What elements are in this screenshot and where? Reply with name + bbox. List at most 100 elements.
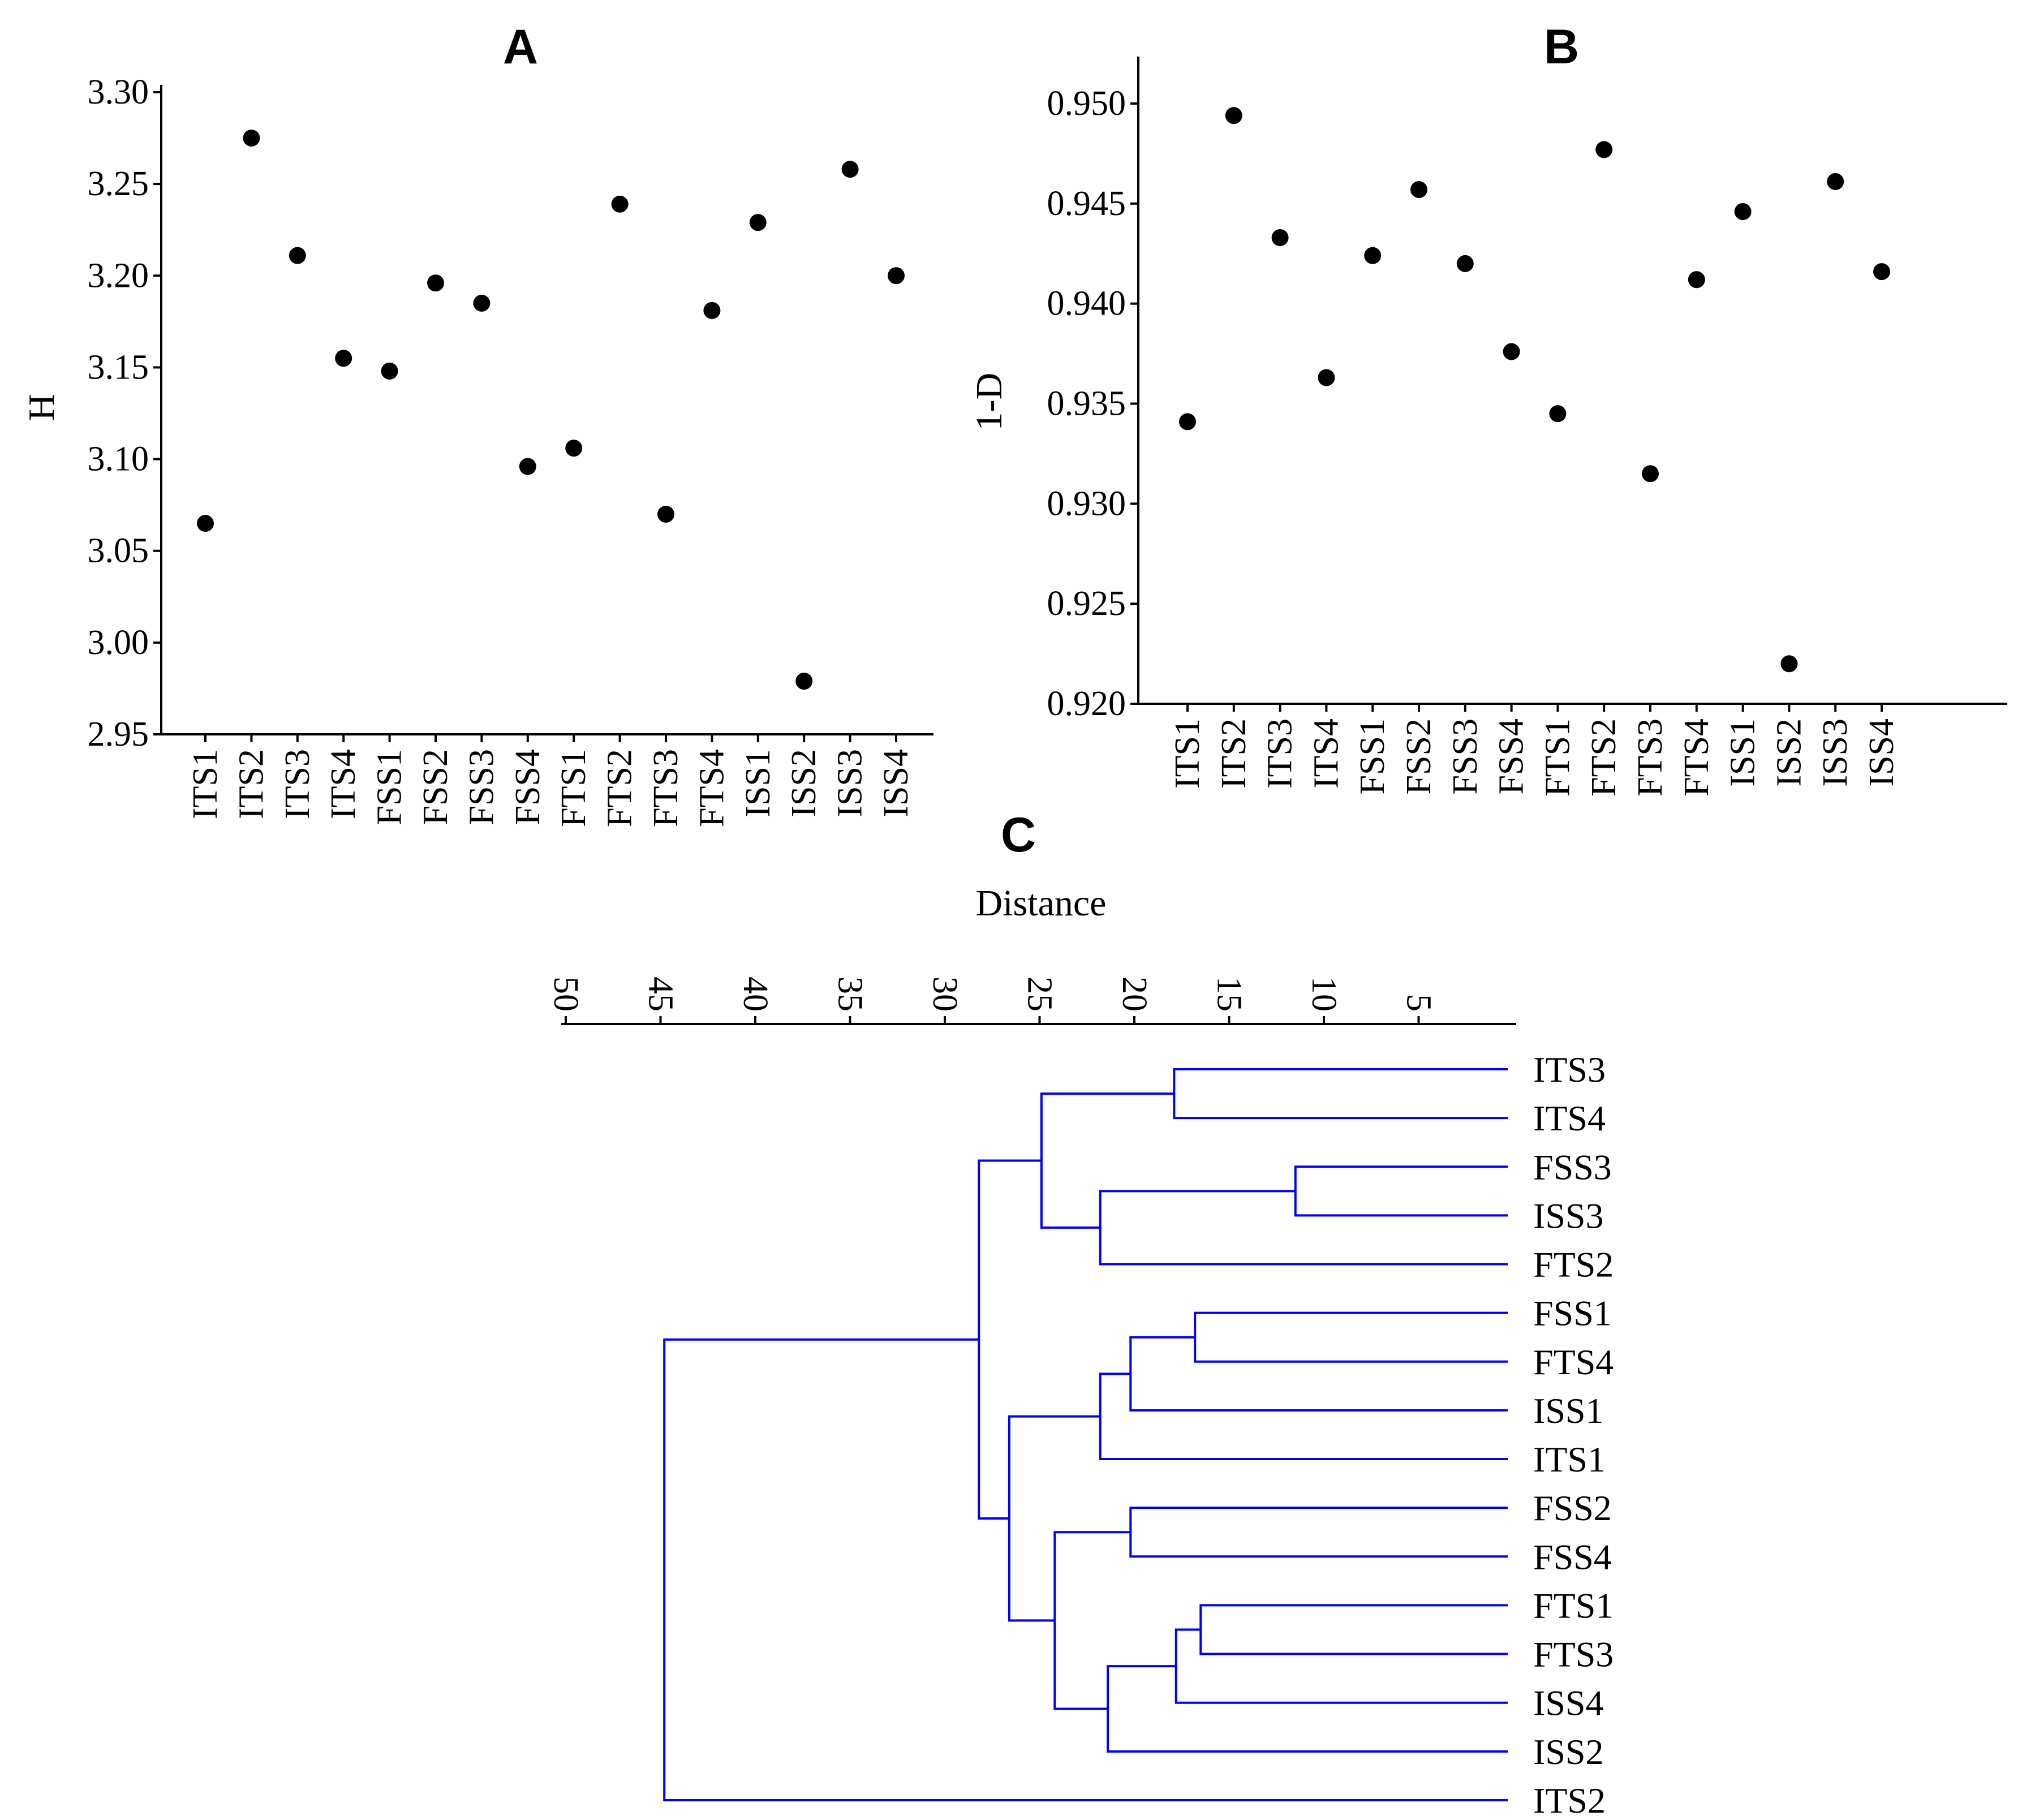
- panel-c-tick-label: 30: [926, 976, 964, 1012]
- panel-c-merge-m9: [1099, 1190, 1508, 1266]
- panel-c-leaf-label: FSS2: [1533, 1488, 1612, 1528]
- panel-b-xtick-label: ISS3: [1816, 718, 1855, 787]
- panel-c-leaf-label: ITS1: [1533, 1439, 1606, 1479]
- panel-a-xtick-label: FTS2: [601, 749, 639, 827]
- panel-b-point-its3: [1271, 229, 1289, 246]
- panel-a-point-iss1: [749, 214, 767, 231]
- panel-c-leaf-label: FTS4: [1533, 1342, 1614, 1382]
- panel-c-leaf-label: FTS1: [1533, 1585, 1614, 1625]
- panel-c-leaf-label: FSS4: [1533, 1537, 1612, 1577]
- panel-b-xtick-label: FSS1: [1353, 718, 1392, 794]
- panel-a-xtick-label: ITS4: [324, 749, 363, 819]
- panel-c-merge-m15: [663, 1338, 1508, 1801]
- panel-b-point-its2: [1225, 107, 1242, 124]
- panel-b-point-iss1: [1734, 203, 1752, 220]
- panel-b-xtick-label: ITS2: [1215, 718, 1253, 789]
- panel-b-xtick-label: ITS1: [1168, 718, 1207, 789]
- panel-a-xtick-label: FSS1: [371, 749, 409, 825]
- panel-c-tick-label: 50: [547, 976, 585, 1012]
- panel-c-leaf-label: FSS3: [1533, 1147, 1612, 1187]
- panel-b-point-fss2: [1410, 181, 1427, 199]
- panel-a-ytick-label: 3.00: [88, 623, 149, 662]
- panel-b-point-iss3: [1827, 173, 1844, 190]
- panel-a-xtick-label: FTS4: [692, 749, 731, 827]
- panel-a-point-iss2: [795, 672, 813, 690]
- panel-a-xtick-label: ITS3: [278, 749, 317, 819]
- panel-b-ytick-label: 0.920: [1047, 685, 1126, 723]
- panel-b-xtick-label: ISS4: [1862, 718, 1901, 787]
- panel-a-point-fss3: [473, 294, 491, 312]
- panel-c-merge-m4: [1175, 1628, 1508, 1704]
- panel-a-point-iss3: [841, 161, 859, 178]
- panel-a-point-its4: [335, 350, 352, 367]
- panel-a-point-its3: [289, 247, 306, 264]
- panel-c-leaf-label: ITS3: [1533, 1049, 1606, 1090]
- panel-b-xtick-label: FTS4: [1677, 718, 1716, 797]
- panel-a-xtick-label: ISS4: [877, 749, 915, 818]
- panel-c-merge-m12: [1040, 1092, 1175, 1229]
- panel-b-point-its4: [1318, 369, 1335, 386]
- panel-c-title: C: [1001, 808, 1036, 862]
- panel-b-point-fts3: [1642, 465, 1659, 483]
- panel-b-xtick-label: ITS4: [1307, 718, 1345, 789]
- panel-c-tick-label: 10: [1305, 976, 1343, 1012]
- panel-a-ytick-label: 3.05: [88, 532, 149, 570]
- panel-b-xtick-label: FSS2: [1400, 718, 1438, 794]
- panel-a-title: A: [503, 20, 538, 74]
- panel-c-merge-m3: [1194, 1311, 1508, 1363]
- panel-c-leaf-label: ITS2: [1533, 1780, 1606, 1820]
- panel-a-point-fss1: [381, 362, 398, 380]
- panel-a-ytick-label: 3.20: [88, 256, 149, 295]
- panel-a-point-iss4: [888, 267, 905, 285]
- panel-a-xtick-label: FTS3: [647, 749, 685, 827]
- panel-c-merge-m5: [1173, 1068, 1508, 1120]
- panel-c-merge-m6: [1129, 1336, 1508, 1412]
- panel-c-tick-label: 25: [1021, 976, 1059, 1012]
- panel-a-point-its1: [197, 515, 214, 532]
- panel-c-merge-m8: [1107, 1665, 1508, 1753]
- panel-c-tick-label: 20: [1115, 976, 1154, 1012]
- panel-a-ytick-label: 2.95: [88, 715, 149, 754]
- panel-b-point-iss2: [1780, 655, 1798, 673]
- panel-b-xtick-label: ITS3: [1261, 718, 1300, 789]
- panel-c-leaf-label: ISS4: [1533, 1683, 1604, 1723]
- panel-c-merge-m7: [1129, 1507, 1508, 1558]
- panel-a-ytick-label: 3.30: [88, 73, 149, 111]
- panel-c-xlabel: Distance: [976, 883, 1107, 924]
- panel-b-ytick-label: 0.925: [1047, 584, 1126, 623]
- panel-b-xtick-label: ISS1: [1724, 718, 1762, 787]
- panel-b-point-fss4: [1503, 343, 1520, 360]
- panel-c-leaf-label: ISS3: [1533, 1195, 1604, 1236]
- panel-c-tick-label: 15: [1210, 976, 1249, 1012]
- panel-c-dendrogram: Distance 50 45 40 35 30 25 20 15 10 5 ITS3 ITS4 FSS3…: [547, 883, 1614, 1820]
- panel-b-xtick-label: FSS3: [1446, 718, 1485, 794]
- panel-b-ytick-label: 0.940: [1047, 285, 1126, 323]
- panel-c-tick-label: 5: [1400, 994, 1438, 1012]
- panel-a-xtick-label: ISS2: [785, 749, 823, 818]
- panel-b-point-iss4: [1873, 263, 1890, 281]
- panel-a-point-fss4: [519, 458, 536, 475]
- panel-c-leaf-label: ISS2: [1533, 1732, 1604, 1772]
- panel-c-leaf-label: FTS2: [1533, 1245, 1614, 1285]
- panel-c-tick-label: 45: [642, 976, 680, 1012]
- panel-b-point-fss3: [1456, 255, 1474, 272]
- panel-c-merge-m11: [1053, 1531, 1131, 1710]
- panel-a-ytick-label: 3.10: [88, 440, 149, 479]
- panel-a-point-fss2: [427, 274, 444, 292]
- panel-c-leaf-label: FTS3: [1533, 1634, 1614, 1675]
- panel-a-xtick-label: ISS3: [831, 749, 870, 818]
- panel-b-ytick-label: 0.950: [1047, 84, 1126, 123]
- panel-b-xtick-label: FTS2: [1585, 718, 1623, 797]
- panel-a-point-fts1: [565, 440, 583, 457]
- panel-a-point-fts4: [703, 302, 721, 319]
- panel-b-xtick-label: FTS3: [1631, 718, 1670, 797]
- panel-b-ytick-label: 0.930: [1047, 484, 1126, 523]
- panel-c-merge-m2: [1199, 1604, 1508, 1655]
- panel-a-point-fts3: [657, 505, 674, 523]
- panel-b-ytick-label: 0.945: [1047, 184, 1126, 223]
- panel-c-tick-label: 35: [831, 976, 870, 1012]
- panel-b-title: B: [1544, 20, 1579, 74]
- panel-a-xtick-label: ISS1: [739, 749, 777, 818]
- panel-b-scatter: 1-D 0.950 0.945 0.940 0.935 0.930 0.925 0.920 I…: [969, 57, 2007, 797]
